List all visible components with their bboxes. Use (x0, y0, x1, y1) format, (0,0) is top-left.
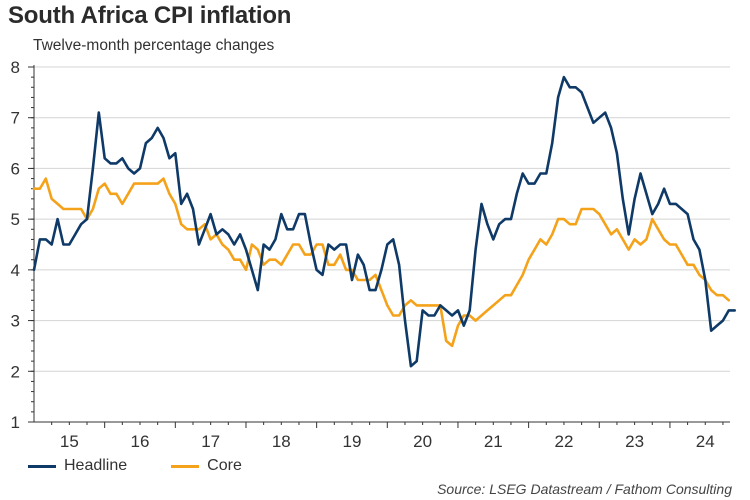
legend: Headline Core (28, 457, 286, 475)
chart-subtitle: Twelve-month percentage changes (33, 37, 275, 54)
x-tick-label: 20 (413, 432, 432, 451)
y-tick-label: 7 (11, 109, 20, 128)
legend-label-headline: Headline (64, 457, 128, 474)
x-tick-label: 24 (696, 432, 715, 451)
series-line-core (32, 177, 731, 348)
legend-item-headline: Headline (28, 457, 127, 475)
series-lines (32, 75, 737, 368)
y-tick-label: 2 (11, 362, 20, 381)
x-tick-label: 18 (272, 432, 291, 451)
legend-item-core: Core (171, 457, 242, 475)
y-tick-label: 5 (11, 210, 20, 229)
source-note: Source: LSEG Datastream / Fathom Consult… (437, 481, 732, 497)
legend-swatch-headline (28, 464, 56, 468)
legend-label-core: Core (207, 457, 242, 474)
y-tick-label: 4 (11, 261, 20, 280)
x-tick-label: 19 (343, 432, 362, 451)
legend-swatch-core (171, 464, 200, 468)
x-tick-label: 21 (484, 432, 503, 451)
y-axis-ticks: 1 2 3 4 5 6 7 8 (11, 58, 34, 432)
series-line-headline (32, 75, 737, 368)
x-axis-ticks: 15 16 17 18 19 20 21 22 23 24 (51, 422, 724, 451)
chart-title: South Africa CPI inflation (8, 2, 292, 29)
y-tick-label: 6 (11, 159, 20, 178)
gridlines (34, 66, 730, 372)
y-tick-label: 3 (11, 312, 20, 331)
y-tick-label: 1 (11, 413, 20, 432)
x-tick-label: 23 (625, 432, 644, 451)
x-tick-label: 15 (60, 432, 79, 451)
x-tick-label: 17 (201, 432, 220, 451)
axes (33, 65, 730, 423)
y-tick-label: 8 (11, 58, 20, 77)
x-tick-label: 16 (131, 432, 150, 451)
x-tick-label: 22 (554, 432, 573, 451)
